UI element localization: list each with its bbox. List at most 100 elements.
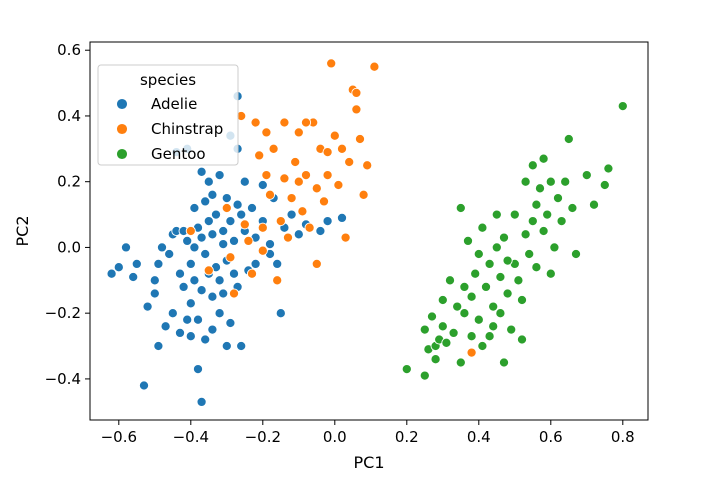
point-adelie bbox=[185, 331, 196, 342]
point-chinstrap bbox=[254, 150, 265, 161]
point-chinstrap bbox=[243, 235, 254, 246]
legend-title: species bbox=[140, 71, 196, 89]
point-adelie bbox=[221, 340, 232, 352]
point-gentoo bbox=[473, 314, 484, 325]
point-gentoo bbox=[488, 321, 499, 332]
point-adelie bbox=[120, 242, 132, 253]
point-gentoo bbox=[498, 232, 510, 243]
point-adelie bbox=[228, 268, 240, 279]
point-gentoo bbox=[552, 193, 564, 204]
point-gentoo bbox=[441, 337, 452, 348]
point-adelie bbox=[246, 202, 258, 214]
point-adelie bbox=[182, 314, 193, 325]
point-gentoo bbox=[581, 170, 592, 181]
point-chinstrap bbox=[351, 104, 362, 115]
point-chinstrap bbox=[293, 127, 304, 138]
point-gentoo bbox=[459, 308, 470, 319]
point-chinstrap bbox=[311, 258, 322, 269]
point-chinstrap bbox=[466, 347, 477, 358]
point-adelie bbox=[182, 235, 193, 246]
point-adelie bbox=[196, 285, 207, 296]
point-chinstrap bbox=[261, 127, 272, 138]
point-chinstrap bbox=[300, 117, 312, 128]
x-axis-label: PC1 bbox=[354, 453, 385, 472]
point-chinstrap bbox=[225, 252, 236, 263]
point-chinstrap bbox=[185, 225, 196, 237]
legend: species Adelie Chinstrap Gentoo bbox=[97, 64, 239, 166]
point-adelie bbox=[196, 396, 207, 407]
x-tick-label: −0.6 bbox=[101, 428, 137, 446]
point-chinstrap bbox=[304, 222, 315, 233]
point-adelie bbox=[207, 324, 218, 335]
legend-box bbox=[97, 64, 239, 166]
point-gentoo bbox=[419, 370, 430, 381]
point-gentoo bbox=[509, 209, 520, 220]
point-chinstrap bbox=[311, 183, 322, 194]
point-gentoo bbox=[502, 255, 513, 266]
y-tick-label: 0.6 bbox=[57, 41, 81, 59]
points-layer bbox=[106, 58, 628, 407]
point-adelie bbox=[189, 275, 200, 286]
point-gentoo bbox=[477, 222, 488, 233]
point-gentoo bbox=[527, 216, 538, 227]
point-adelie bbox=[156, 242, 168, 253]
x-tick-label: −0.4 bbox=[173, 428, 209, 446]
point-chinstrap bbox=[344, 156, 355, 168]
point-adelie bbox=[189, 202, 200, 214]
point-gentoo bbox=[448, 327, 459, 338]
point-chinstrap bbox=[221, 202, 232, 214]
point-adelie bbox=[167, 308, 178, 319]
point-gentoo bbox=[437, 294, 448, 306]
point-gentoo bbox=[491, 242, 502, 253]
point-gentoo bbox=[599, 179, 610, 191]
point-adelie bbox=[200, 196, 211, 207]
point-gentoo bbox=[498, 357, 510, 368]
point-chinstrap bbox=[272, 275, 283, 286]
point-adelie bbox=[218, 239, 229, 250]
point-adelie bbox=[138, 380, 150, 391]
point-chinstrap bbox=[257, 222, 268, 233]
point-gentoo bbox=[506, 324, 517, 335]
point-chinstrap bbox=[336, 143, 348, 154]
point-chinstrap bbox=[322, 147, 333, 158]
point-adelie bbox=[203, 216, 214, 227]
point-adelie bbox=[214, 275, 225, 286]
point-chinstrap bbox=[290, 156, 301, 168]
point-adelie bbox=[192, 364, 204, 375]
y-tick-label: −0.2 bbox=[45, 304, 81, 322]
point-adelie bbox=[189, 242, 200, 253]
point-adelie bbox=[160, 321, 171, 332]
point-gentoo bbox=[516, 294, 528, 306]
point-gentoo bbox=[603, 163, 614, 174]
point-gentoo bbox=[542, 209, 553, 220]
point-gentoo bbox=[524, 248, 535, 260]
point-adelie bbox=[236, 209, 247, 220]
x-tick-label: 0.4 bbox=[467, 428, 491, 446]
x-tick-label: −0.2 bbox=[245, 428, 281, 446]
point-chinstrap bbox=[322, 170, 333, 181]
point-gentoo bbox=[462, 235, 474, 246]
point-chinstrap bbox=[228, 288, 240, 299]
point-chinstrap bbox=[264, 189, 276, 200]
point-chinstrap bbox=[279, 173, 290, 184]
point-gentoo bbox=[570, 248, 582, 260]
point-adelie bbox=[286, 209, 297, 220]
point-chinstrap bbox=[275, 216, 286, 227]
point-adelie bbox=[153, 258, 164, 269]
point-chinstrap bbox=[318, 196, 330, 207]
point-gentoo bbox=[563, 133, 574, 145]
point-chinstrap bbox=[246, 268, 258, 279]
point-chinstrap bbox=[326, 58, 337, 69]
point-gentoo bbox=[520, 229, 531, 240]
point-adelie bbox=[315, 225, 326, 237]
point-gentoo bbox=[549, 242, 560, 253]
point-gentoo bbox=[437, 321, 448, 332]
point-adelie bbox=[207, 291, 218, 302]
legend-label-adelie: Adelie bbox=[151, 95, 197, 113]
point-chinstrap bbox=[282, 232, 294, 243]
point-gentoo bbox=[466, 291, 477, 302]
point-chinstrap bbox=[369, 61, 380, 72]
x-tick-label: 0.0 bbox=[323, 428, 347, 446]
point-adelie bbox=[174, 327, 186, 338]
point-gentoo bbox=[538, 225, 549, 237]
